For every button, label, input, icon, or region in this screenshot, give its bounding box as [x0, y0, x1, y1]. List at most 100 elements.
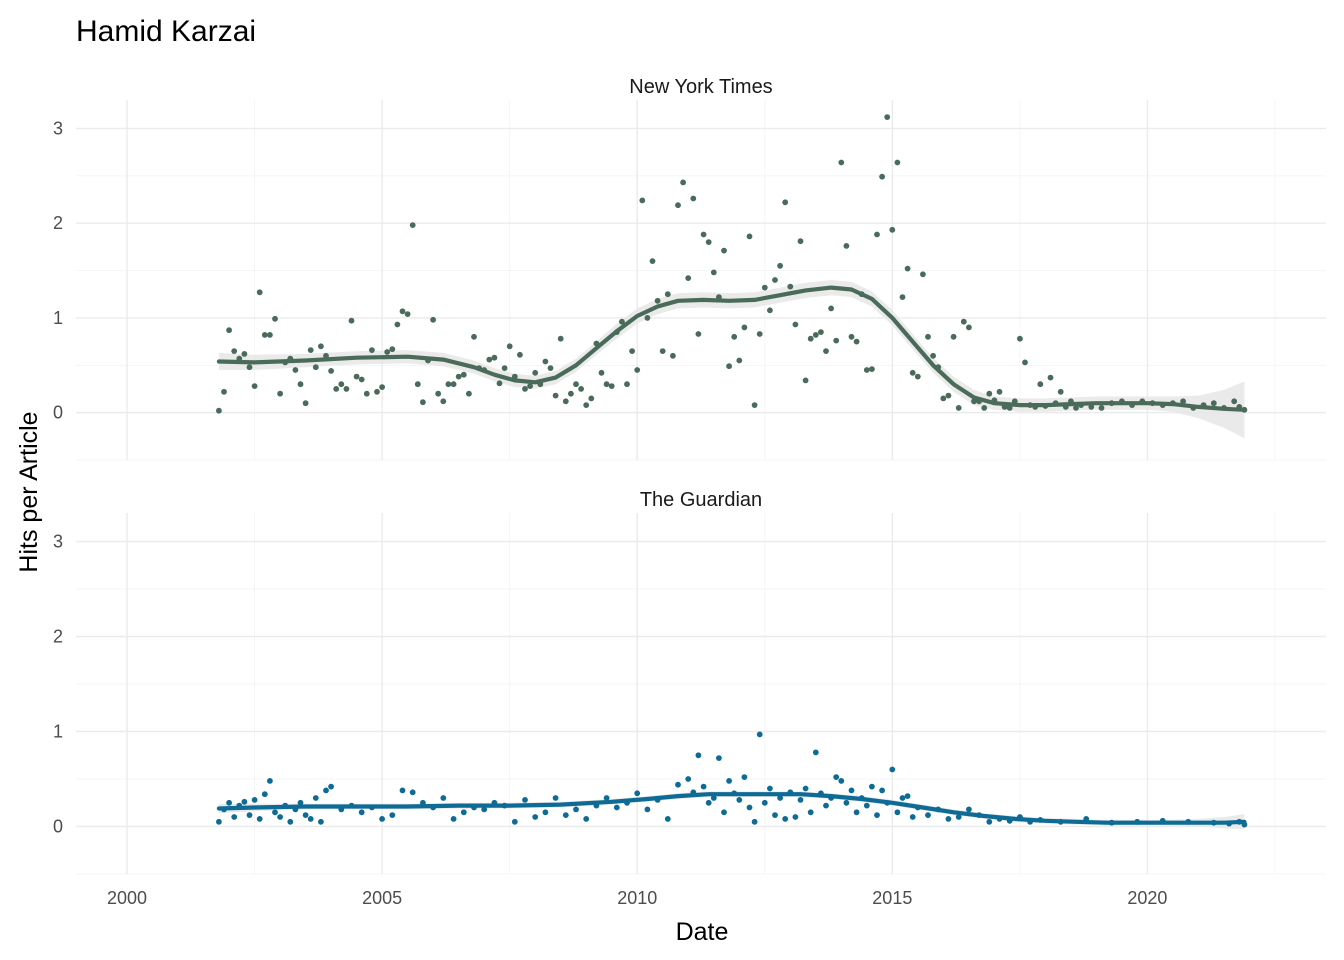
- data-point: [471, 333, 477, 340]
- data-point: [787, 283, 794, 290]
- data-point: [501, 365, 508, 371]
- y-tick-label: 1: [53, 308, 63, 328]
- y-tick-label: 0: [53, 403, 63, 423]
- data-point: [721, 247, 727, 254]
- data-point: [267, 778, 273, 784]
- data-point: [542, 809, 549, 816]
- chart-title: Hamid Karzai: [76, 15, 256, 48]
- x-axis-title: Date: [676, 918, 729, 946]
- data-point: [430, 316, 436, 323]
- data-point: [455, 373, 462, 380]
- data-point: [573, 381, 579, 388]
- data-point: [272, 809, 278, 816]
- data-point: [695, 752, 702, 759]
- data-point: [1073, 405, 1079, 411]
- data-point: [399, 787, 406, 794]
- data-point: [318, 818, 324, 825]
- data-point: [496, 380, 503, 387]
- data-point: [323, 787, 329, 794]
- data-point: [466, 390, 472, 397]
- data-point: [767, 785, 773, 792]
- data-point: [588, 395, 595, 402]
- data-point: [756, 331, 763, 337]
- data-point: [848, 787, 855, 794]
- data-point: [379, 384, 385, 390]
- data-point: [670, 352, 676, 359]
- data-point: [394, 321, 401, 328]
- data-point: [731, 333, 738, 340]
- data-point: [302, 400, 309, 407]
- data-point: [802, 377, 809, 384]
- data-point: [292, 367, 299, 373]
- data-point: [619, 318, 625, 325]
- data-point: [414, 381, 421, 388]
- y-tick-label: 2: [53, 213, 63, 233]
- data-point: [338, 381, 345, 388]
- data-point: [552, 392, 559, 399]
- data-point: [440, 795, 447, 801]
- data-point: [685, 776, 692, 782]
- data-point: [802, 785, 809, 792]
- data-point: [272, 315, 278, 322]
- data-point: [843, 799, 850, 806]
- data-point: [460, 371, 467, 378]
- data-point: [772, 812, 778, 818]
- data-point: [675, 781, 681, 788]
- data-point: [583, 402, 590, 408]
- data-point: [828, 305, 834, 312]
- data-point: [746, 804, 753, 811]
- data-point: [812, 332, 819, 338]
- data-point: [312, 795, 319, 801]
- data-point: [889, 226, 896, 233]
- data-point: [287, 818, 294, 825]
- data-point: [797, 238, 804, 245]
- data-point: [1037, 381, 1044, 388]
- data-point: [695, 331, 702, 337]
- data-point: [838, 778, 845, 784]
- data-point: [894, 159, 901, 166]
- facet-strip-label: New York Times: [629, 76, 772, 98]
- x-tick-label: 2005: [362, 888, 402, 908]
- data-point: [807, 335, 814, 342]
- data-point: [256, 816, 263, 822]
- data-point: [216, 818, 222, 825]
- data-point: [904, 793, 911, 799]
- data-point: [629, 348, 635, 354]
- data-point: [945, 392, 952, 399]
- data-point: [302, 812, 309, 818]
- data-point: [297, 799, 304, 806]
- data-point: [685, 275, 692, 281]
- data-point: [736, 357, 743, 364]
- data-point: [440, 398, 447, 405]
- data-point: [853, 809, 860, 816]
- data-point: [920, 271, 926, 278]
- data-point: [552, 795, 559, 801]
- data-point: [909, 814, 916, 820]
- data-point: [216, 407, 222, 414]
- data-point: [491, 354, 498, 361]
- data-point: [664, 291, 671, 298]
- data-point: [751, 818, 758, 825]
- data-point: [277, 814, 283, 820]
- data-point: [374, 388, 380, 395]
- data-point: [823, 348, 829, 354]
- data-point: [389, 812, 396, 818]
- panel-new-york-times: 0 1 2 3 New York Times: [53, 76, 1326, 461]
- data-point: [879, 787, 885, 794]
- data-point: [843, 243, 850, 249]
- data-point: [603, 381, 610, 388]
- data-point: [716, 755, 722, 761]
- data-point: [894, 809, 901, 816]
- data-point: [312, 364, 319, 371]
- data-point: [772, 277, 778, 283]
- data-point: [307, 347, 314, 353]
- data-point: [960, 318, 967, 325]
- data-point: [945, 816, 952, 822]
- data-point: [389, 346, 396, 353]
- data-point: [909, 369, 916, 376]
- data-point: [848, 333, 855, 340]
- x-tick-label: 2000: [107, 888, 147, 908]
- data-point: [256, 289, 263, 296]
- data-point: [792, 814, 799, 820]
- data-point: [1022, 359, 1028, 366]
